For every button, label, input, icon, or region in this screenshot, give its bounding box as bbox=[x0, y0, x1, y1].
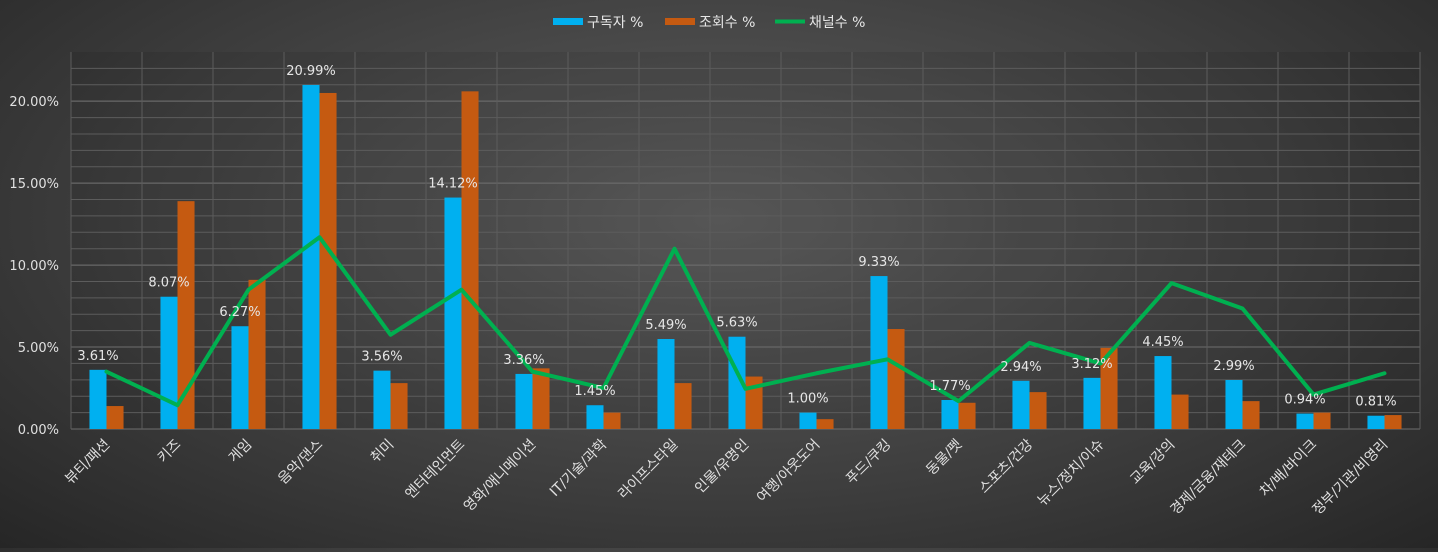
bar bbox=[1225, 379, 1243, 429]
bar bbox=[160, 296, 178, 429]
bar bbox=[461, 91, 479, 430]
line-series-1 bbox=[104, 235, 1387, 408]
bar bbox=[532, 368, 550, 429]
x-tick-label: 라이프스타일 bbox=[615, 437, 681, 503]
x-tick-label: 동물/펫 bbox=[923, 436, 965, 478]
bar bbox=[319, 92, 337, 429]
bar bbox=[302, 84, 320, 429]
bar-series-2 bbox=[106, 91, 1402, 430]
y-axis-ticks: 0.00% 5.00% 10.00% 15.00% 20.00% bbox=[9, 95, 59, 438]
legend: 구독자 % 조회수 % 채널수 % bbox=[553, 15, 865, 31]
bar-series-1 bbox=[89, 84, 1385, 429]
data-label: 2.99% bbox=[1213, 359, 1254, 374]
bar bbox=[1154, 356, 1172, 429]
bar bbox=[106, 406, 124, 429]
data-label: 9.33% bbox=[858, 255, 899, 270]
x-tick-label: 교육/강의 bbox=[1127, 437, 1178, 488]
bar bbox=[1029, 392, 1047, 429]
bar bbox=[1296, 413, 1314, 429]
bar bbox=[586, 405, 604, 429]
y-tick-label: 10.00% bbox=[9, 259, 59, 274]
data-label: 1.45% bbox=[574, 384, 615, 399]
bar bbox=[674, 383, 692, 429]
data-labels: 3.61% 8.07% 6.27% 20.99% 3.56% 14.12% 3.36% 1.4… bbox=[77, 64, 1396, 410]
data-label: 3.36% bbox=[503, 353, 544, 368]
gridlines bbox=[70, 52, 1421, 430]
bar bbox=[1313, 412, 1331, 429]
bar bbox=[870, 276, 888, 429]
bar bbox=[657, 339, 675, 429]
bar bbox=[231, 326, 249, 429]
data-label: 1.77% bbox=[929, 379, 970, 394]
x-tick-label: 취미 bbox=[368, 437, 398, 467]
bar bbox=[1242, 401, 1260, 429]
x-tick-label: 정부/기관/비영리 bbox=[1310, 437, 1392, 519]
bar bbox=[887, 329, 905, 429]
bar bbox=[1367, 415, 1385, 429]
bar bbox=[373, 370, 391, 429]
x-tick-label: 게임 bbox=[226, 437, 256, 467]
legend-label: 조회수 % bbox=[699, 15, 755, 31]
x-tick-label: 스포츠/건강 bbox=[976, 436, 1036, 496]
bar bbox=[1171, 394, 1189, 429]
bar bbox=[89, 369, 107, 429]
legend-swatch bbox=[665, 18, 695, 25]
x-tick-label: 뉴스/정치/이슈 bbox=[1035, 436, 1108, 509]
x-tick-label: 음악/댄스 bbox=[275, 436, 326, 487]
x-tick-label: 키즈 bbox=[155, 436, 185, 466]
data-label: 0.81% bbox=[1355, 395, 1396, 410]
bar bbox=[1083, 377, 1101, 429]
y-tick-label: 0.00% bbox=[18, 423, 59, 438]
bar bbox=[248, 279, 266, 429]
x-tick-label: IT/기술/과학 bbox=[547, 436, 610, 499]
bar bbox=[958, 402, 976, 429]
data-label: 2.94% bbox=[1000, 360, 1041, 375]
data-label: 5.63% bbox=[716, 316, 757, 331]
bar bbox=[1100, 347, 1118, 429]
x-tick-label: 차/배/바이크 bbox=[1257, 436, 1321, 500]
data-label: 1.00% bbox=[787, 392, 828, 407]
bar bbox=[1012, 380, 1030, 429]
y-tick-label: 15.00% bbox=[9, 177, 59, 192]
y-tick-label: 20.00% bbox=[9, 95, 59, 110]
bar bbox=[816, 419, 834, 429]
bar bbox=[177, 201, 195, 429]
legend-swatch bbox=[553, 18, 583, 25]
x-tick-label: 경제/금융/재테크 bbox=[1168, 436, 1250, 518]
y-tick-label: 5.00% bbox=[18, 341, 59, 356]
bar bbox=[1384, 415, 1402, 429]
data-label: 4.45% bbox=[1142, 335, 1183, 350]
x-tick-label: 엔터테인먼트 bbox=[402, 436, 468, 502]
data-label: 0.94% bbox=[1284, 393, 1325, 408]
x-tick-label: 인물/유명인 bbox=[692, 437, 752, 497]
x-tick-label: 여행/아웃도어 bbox=[754, 437, 823, 506]
bar bbox=[603, 412, 621, 429]
data-label: 6.27% bbox=[219, 305, 260, 320]
bar bbox=[390, 383, 408, 429]
bar bbox=[515, 373, 533, 429]
legend-label: 구독자 % bbox=[587, 15, 643, 31]
bar bbox=[444, 197, 462, 429]
bar bbox=[941, 399, 959, 429]
data-label: 3.56% bbox=[361, 350, 402, 365]
data-label: 3.12% bbox=[1071, 357, 1112, 372]
data-label: 8.07% bbox=[148, 276, 189, 291]
x-tick-label: 푸드/쿠킹 bbox=[843, 437, 894, 488]
data-label: 14.12% bbox=[428, 177, 478, 192]
x-tick-label: 뷰티/패션 bbox=[62, 437, 113, 488]
x-tick-label: 영화/애니메이션 bbox=[461, 437, 539, 515]
bar bbox=[799, 412, 817, 429]
data-label: 20.99% bbox=[286, 64, 336, 79]
data-label: 5.49% bbox=[645, 318, 686, 333]
data-label: 3.61% bbox=[77, 349, 118, 364]
legend-label: 채널수 % bbox=[809, 15, 865, 31]
